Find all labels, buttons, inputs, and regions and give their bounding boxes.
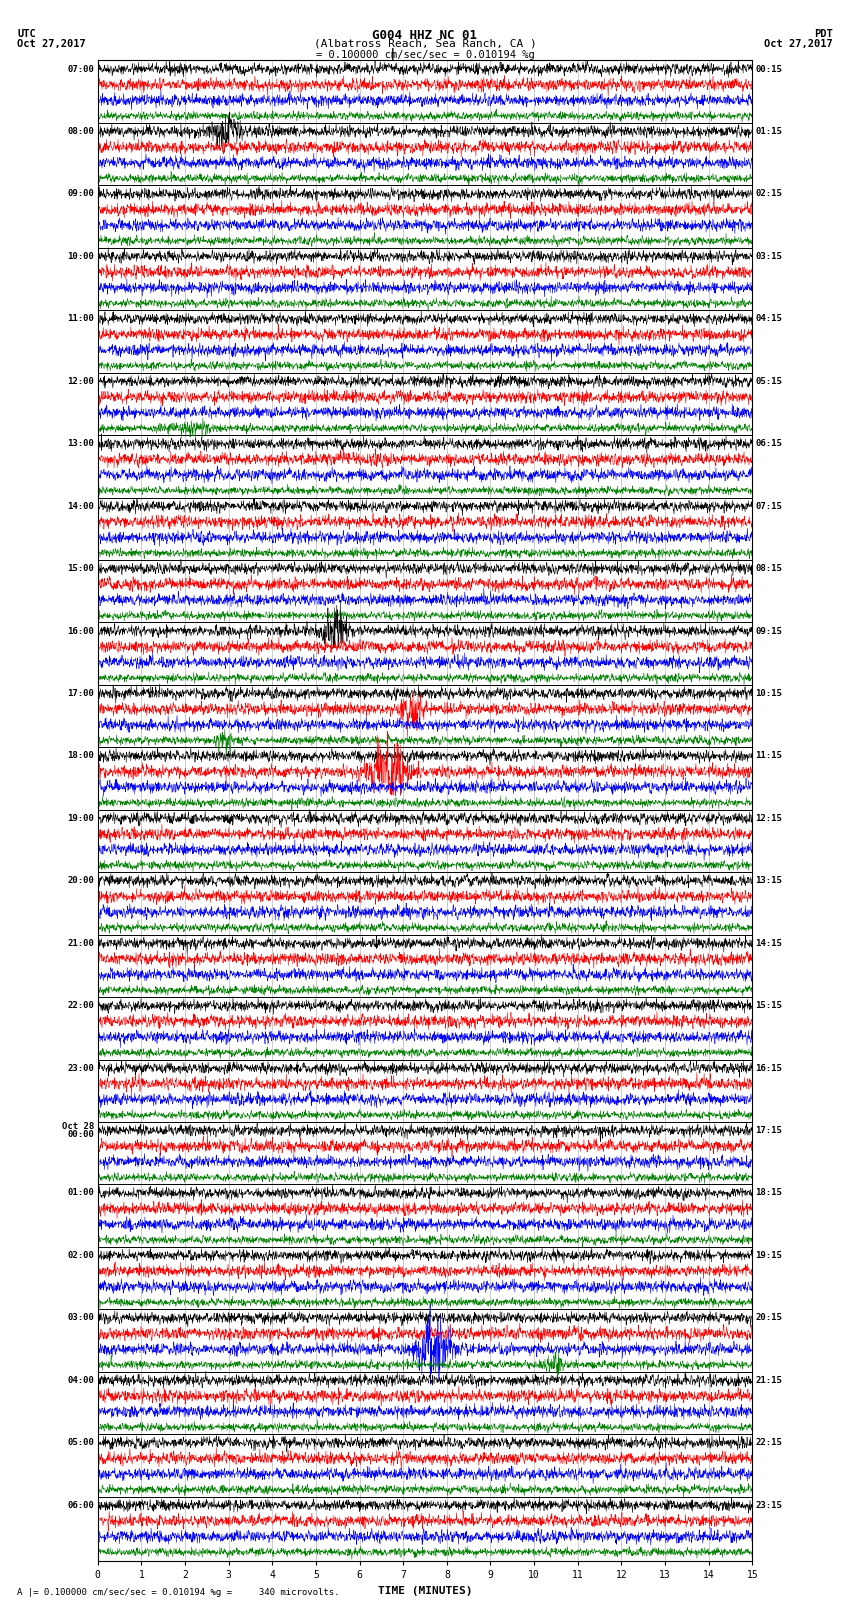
- Text: Oct 27,2017: Oct 27,2017: [17, 39, 86, 48]
- Text: 21:00: 21:00: [68, 939, 94, 948]
- X-axis label: TIME (MINUTES): TIME (MINUTES): [377, 1586, 473, 1595]
- Text: (Albatross Reach, Sea Ranch, CA ): (Albatross Reach, Sea Ranch, CA ): [314, 39, 536, 48]
- Text: 21:15: 21:15: [756, 1376, 782, 1386]
- Text: 20:00: 20:00: [68, 876, 94, 886]
- Text: 17:00: 17:00: [68, 689, 94, 698]
- Text: 10:00: 10:00: [68, 252, 94, 261]
- Text: 05:00: 05:00: [68, 1439, 94, 1447]
- Text: 19:15: 19:15: [756, 1252, 782, 1260]
- Text: 14:15: 14:15: [756, 939, 782, 948]
- Text: |: |: [389, 48, 396, 61]
- Text: 10:15: 10:15: [756, 689, 782, 698]
- Text: 11:00: 11:00: [68, 315, 94, 323]
- Text: 09:15: 09:15: [756, 626, 782, 636]
- Text: A |= 0.100000 cm/sec/sec = 0.010194 %g =     340 microvolts.: A |= 0.100000 cm/sec/sec = 0.010194 %g =…: [17, 1587, 339, 1597]
- Text: 18:00: 18:00: [68, 752, 94, 760]
- Text: 06:15: 06:15: [756, 439, 782, 448]
- Text: 16:00: 16:00: [68, 626, 94, 636]
- Text: 01:15: 01:15: [756, 127, 782, 135]
- Text: 15:00: 15:00: [68, 565, 94, 573]
- Text: 15:15: 15:15: [756, 1002, 782, 1010]
- Text: 20:15: 20:15: [756, 1313, 782, 1323]
- Text: G004 HHZ NC 01: G004 HHZ NC 01: [372, 29, 478, 42]
- Text: 14:00: 14:00: [68, 502, 94, 511]
- Text: 04:00: 04:00: [68, 1376, 94, 1386]
- Text: 00:15: 00:15: [756, 65, 782, 74]
- Text: 02:15: 02:15: [756, 189, 782, 198]
- Text: 23:00: 23:00: [68, 1063, 94, 1073]
- Text: 03:15: 03:15: [756, 252, 782, 261]
- Text: 12:15: 12:15: [756, 815, 782, 823]
- Text: 17:15: 17:15: [756, 1126, 782, 1136]
- Text: 22:00: 22:00: [68, 1002, 94, 1010]
- Text: 13:00: 13:00: [68, 439, 94, 448]
- Text: Oct 28: Oct 28: [62, 1123, 94, 1131]
- Text: 03:00: 03:00: [68, 1313, 94, 1323]
- Text: 23:15: 23:15: [756, 1500, 782, 1510]
- Text: 08:15: 08:15: [756, 565, 782, 573]
- Text: 05:15: 05:15: [756, 377, 782, 386]
- Text: 11:15: 11:15: [756, 752, 782, 760]
- Text: 22:15: 22:15: [756, 1439, 782, 1447]
- Text: 06:00: 06:00: [68, 1500, 94, 1510]
- Text: 07:00: 07:00: [68, 65, 94, 74]
- Text: 04:15: 04:15: [756, 315, 782, 323]
- Text: 18:15: 18:15: [756, 1189, 782, 1197]
- Text: Oct 27,2017: Oct 27,2017: [764, 39, 833, 48]
- Text: 16:15: 16:15: [756, 1063, 782, 1073]
- Text: 02:00: 02:00: [68, 1252, 94, 1260]
- Text: 08:00: 08:00: [68, 127, 94, 135]
- Text: 00:00: 00:00: [68, 1131, 94, 1139]
- Text: 19:00: 19:00: [68, 815, 94, 823]
- Text: = 0.100000 cm/sec/sec = 0.010194 %g: = 0.100000 cm/sec/sec = 0.010194 %g: [315, 50, 535, 60]
- Text: 12:00: 12:00: [68, 377, 94, 386]
- Text: 13:15: 13:15: [756, 876, 782, 886]
- Text: UTC: UTC: [17, 29, 36, 39]
- Text: PDT: PDT: [814, 29, 833, 39]
- Text: 01:00: 01:00: [68, 1189, 94, 1197]
- Text: 09:00: 09:00: [68, 189, 94, 198]
- Text: 07:15: 07:15: [756, 502, 782, 511]
